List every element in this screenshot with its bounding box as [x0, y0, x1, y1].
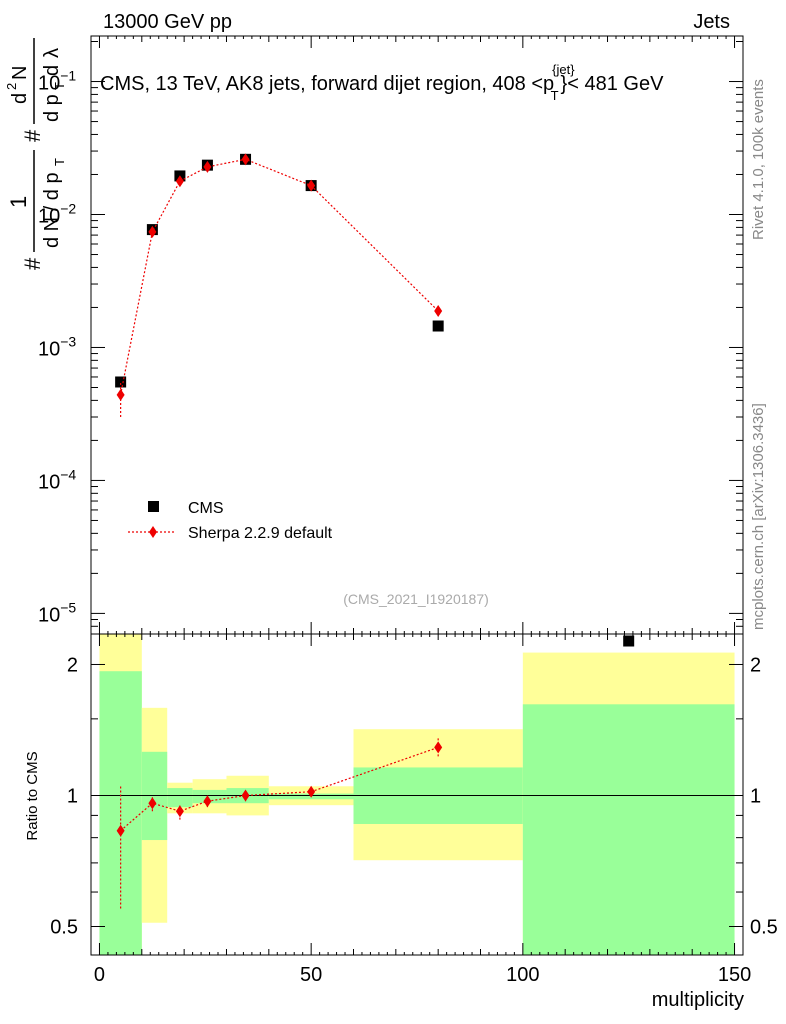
ratio-y-tick-label-1: 1 — [67, 785, 78, 807]
svg-text:d p: d p — [41, 94, 63, 122]
ratio-point-4 — [241, 789, 250, 802]
legend-cms-label: CMS — [188, 500, 224, 517]
sherpa-point-3 — [203, 160, 212, 173]
chart-title-main: CMS, 13 TeV, AK8 jets, forward dijet reg… — [100, 73, 554, 95]
svg-text:d: d — [41, 65, 63, 76]
ratio-point-1 — [148, 797, 157, 810]
main-frame — [90, 35, 744, 635]
ratio-y-tick-label-0: 0.5 — [50, 916, 78, 938]
x-tick-label-2: 100 — [506, 964, 539, 986]
svg-text:T: T — [52, 158, 67, 166]
main-y-tick-label-1: 10−2 — [38, 200, 76, 227]
main-y-tick-label-2: 10−3 — [38, 333, 76, 360]
band-inner-0 — [99, 671, 142, 955]
sherpa-point-5 — [307, 179, 316, 192]
x-axis-label: multiplicity — [652, 989, 744, 1011]
chart-title: CMS, 13 TeV, AK8 jets, forward dijet reg… — [100, 62, 664, 103]
main-panel-marks — [115, 153, 635, 647]
sherpa-point-4 — [241, 153, 250, 166]
sherpa-point-2 — [175, 175, 184, 188]
svg-text:#: # — [20, 129, 45, 142]
analysis-watermark: (CMS_2021_I1920187) — [343, 591, 489, 607]
chart-title-tail: }< 481 GeV — [561, 73, 665, 95]
legend-sherpa-label: Sherpa 2.2.9 default — [188, 525, 333, 542]
main-y-axis-label: # 1 d N / d p T # d 2 N d p T d λ — [4, 38, 67, 270]
axes: 0 50 100 150 10−1 10−2 10−3 10−4 10−5 0.5 0.5 1 1 2 2 — [38, 35, 778, 986]
chart-title-sub: T — [551, 88, 559, 103]
sherpa-point-1 — [148, 225, 157, 238]
svg-text:d: d — [9, 93, 31, 104]
ratio-point-0 — [116, 824, 125, 837]
sherpa-point-6 — [434, 305, 443, 318]
cms-point-6 — [432, 320, 444, 332]
x-tick-label-3: 150 — [718, 964, 751, 986]
ratio-frame — [90, 633, 744, 956]
ratio-point-5 — [307, 785, 316, 798]
ratio-y-tick-label-2: 2 — [67, 654, 78, 676]
ratio-y-tick-label-r-0: 0.5 — [750, 916, 778, 938]
rivet-label: Rivet 4.1.0, 100k events — [750, 79, 767, 240]
ratio-point-6 — [434, 741, 443, 754]
cms-point-7 — [623, 635, 635, 647]
main-y-tick-label-3: 10−4 — [38, 466, 76, 493]
ratio-point-2 — [175, 805, 184, 818]
legend-sherpa-marker — [149, 526, 157, 538]
ratio-y-axis-label: Ratio to CMS — [24, 751, 41, 840]
sherpa-line — [120, 158, 439, 396]
header-left: 13000 GeV pp — [103, 11, 232, 33]
ratio-panel-marks — [116, 737, 443, 909]
svg-text:1: 1 — [6, 196, 31, 208]
svg-text:#: # — [20, 257, 45, 270]
header-right: Jets — [693, 11, 730, 33]
svg-text:T: T — [52, 82, 67, 90]
band-inner-7 — [522, 704, 735, 955]
legend-cms-marker — [148, 501, 159, 512]
svg-text:N: N — [9, 66, 31, 80]
x-tick-label-1: 50 — [300, 964, 322, 986]
x-tick-label-0: 0 — [94, 964, 105, 986]
ratio-uncertainty-bands — [91, 634, 743, 955]
main-y-tick-label-0: 10−1 — [38, 68, 76, 95]
svg-text:2: 2 — [4, 83, 19, 90]
ratio-point-3 — [203, 795, 212, 808]
svg-text:d N / d p: d N / d p — [41, 172, 63, 248]
chart-title-sup: {jet} — [552, 62, 575, 77]
ratio-y-tick-label-r-1: 1 — [750, 785, 761, 807]
sherpa-point-0 — [116, 388, 125, 401]
svg-text:λ: λ — [41, 48, 63, 58]
ratio-y-tick-label-r-2: 2 — [750, 654, 761, 676]
cms-point-0 — [115, 376, 127, 388]
legend: CMS Sherpa 2.2.9 default — [128, 500, 333, 542]
main-y-tick-label-4: 10−5 — [38, 599, 76, 626]
band-inner-2 — [167, 788, 193, 808]
band-inner-3 — [192, 789, 227, 804]
mcplots-label: mcplots.cern.ch [arXiv:1306.3436] — [750, 403, 767, 630]
